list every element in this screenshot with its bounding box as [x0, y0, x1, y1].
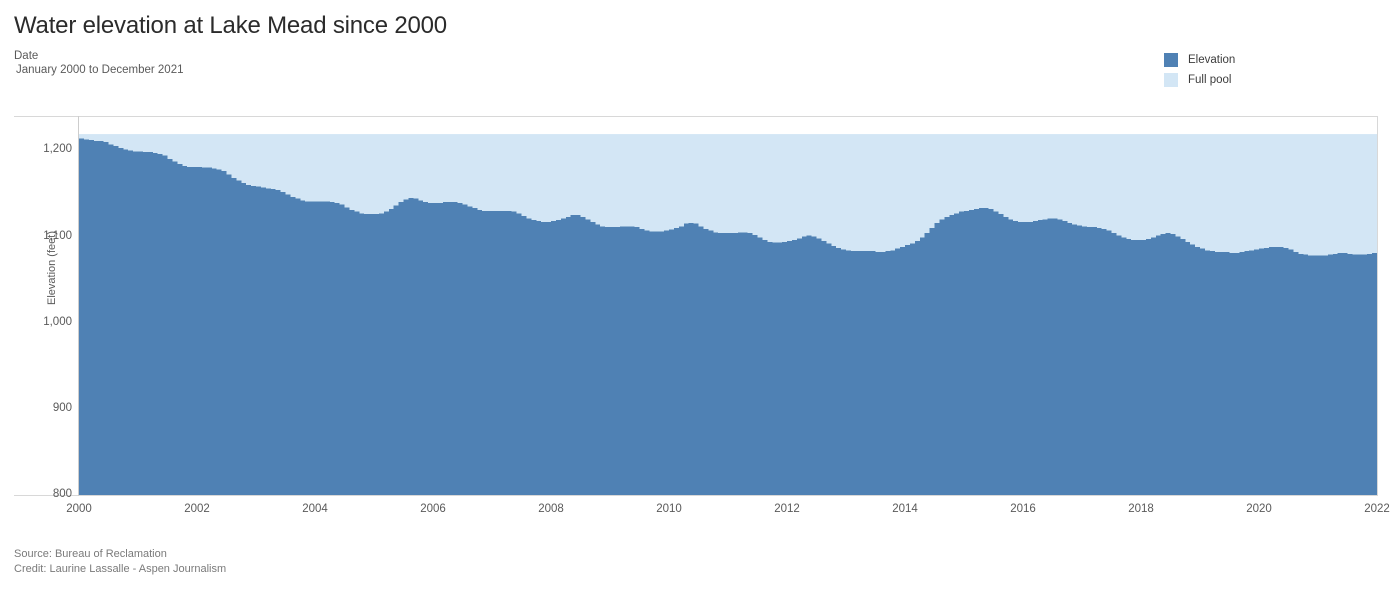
- x-tick-label: 2006: [420, 503, 446, 515]
- x-tick-label: 2000: [66, 503, 92, 515]
- x-tick-label: 2002: [184, 503, 210, 515]
- area-chart: [79, 134, 1377, 495]
- y-tick-label: 900: [52, 401, 72, 414]
- elevation-area: [79, 138, 1377, 495]
- y-tick-label: 800: [52, 488, 72, 500]
- y-axis-ticks: 800 900 1,000 1,100 1,200: [8, 0, 72, 596]
- x-tick-label: 2018: [1128, 503, 1154, 515]
- x-tick-label: 2016: [1010, 503, 1036, 515]
- y-tick-label: 1,100: [43, 229, 72, 242]
- x-tick-label: 2020: [1246, 503, 1272, 515]
- chart-legend: Elevation Full pool: [1164, 50, 1235, 90]
- y-tick-label: 1,200: [43, 143, 72, 156]
- x-tick-label: 2012: [774, 503, 800, 515]
- source-note: Source: Bureau of Reclamation: [14, 548, 167, 560]
- x-tick-label: 2008: [538, 503, 564, 515]
- plot-frame-right: [1377, 116, 1378, 496]
- y-tick-label: 1,000: [43, 315, 72, 328]
- plot-frame-bottom: [14, 495, 1378, 496]
- x-tick-label: 2010: [656, 503, 682, 515]
- x-axis-ticks: 2000 2002 2004 2006 2008 2010 2012 2014 2016 2018…: [0, 503, 1392, 523]
- subtitle-range: January 2000 to December 2021: [16, 64, 184, 76]
- x-tick-label: 2014: [892, 503, 918, 515]
- legend-item-elevation[interactable]: Elevation: [1164, 50, 1235, 70]
- subtitle-label: Date: [14, 50, 39, 62]
- page-title: Water elevation at Lake Mead since 2000: [14, 12, 447, 39]
- legend-label-full-pool: Full pool: [1188, 74, 1232, 86]
- legend-swatch-elevation: [1164, 53, 1178, 67]
- legend-swatch-full-pool: [1164, 73, 1178, 87]
- x-tick-label: 2004: [302, 503, 328, 515]
- plot-area: [79, 116, 1377, 495]
- y-axis-label: Elevation (feet): [46, 231, 58, 305]
- plot-frame-top: [14, 116, 1378, 117]
- legend-label-elevation: Elevation: [1188, 54, 1236, 66]
- x-tick-label: 2022: [1364, 503, 1390, 515]
- legend-item-full-pool[interactable]: Full pool: [1164, 70, 1235, 90]
- credit-note: Credit: Laurine Lassalle - Aspen Journal…: [14, 563, 227, 575]
- y-axis-line: [78, 116, 79, 496]
